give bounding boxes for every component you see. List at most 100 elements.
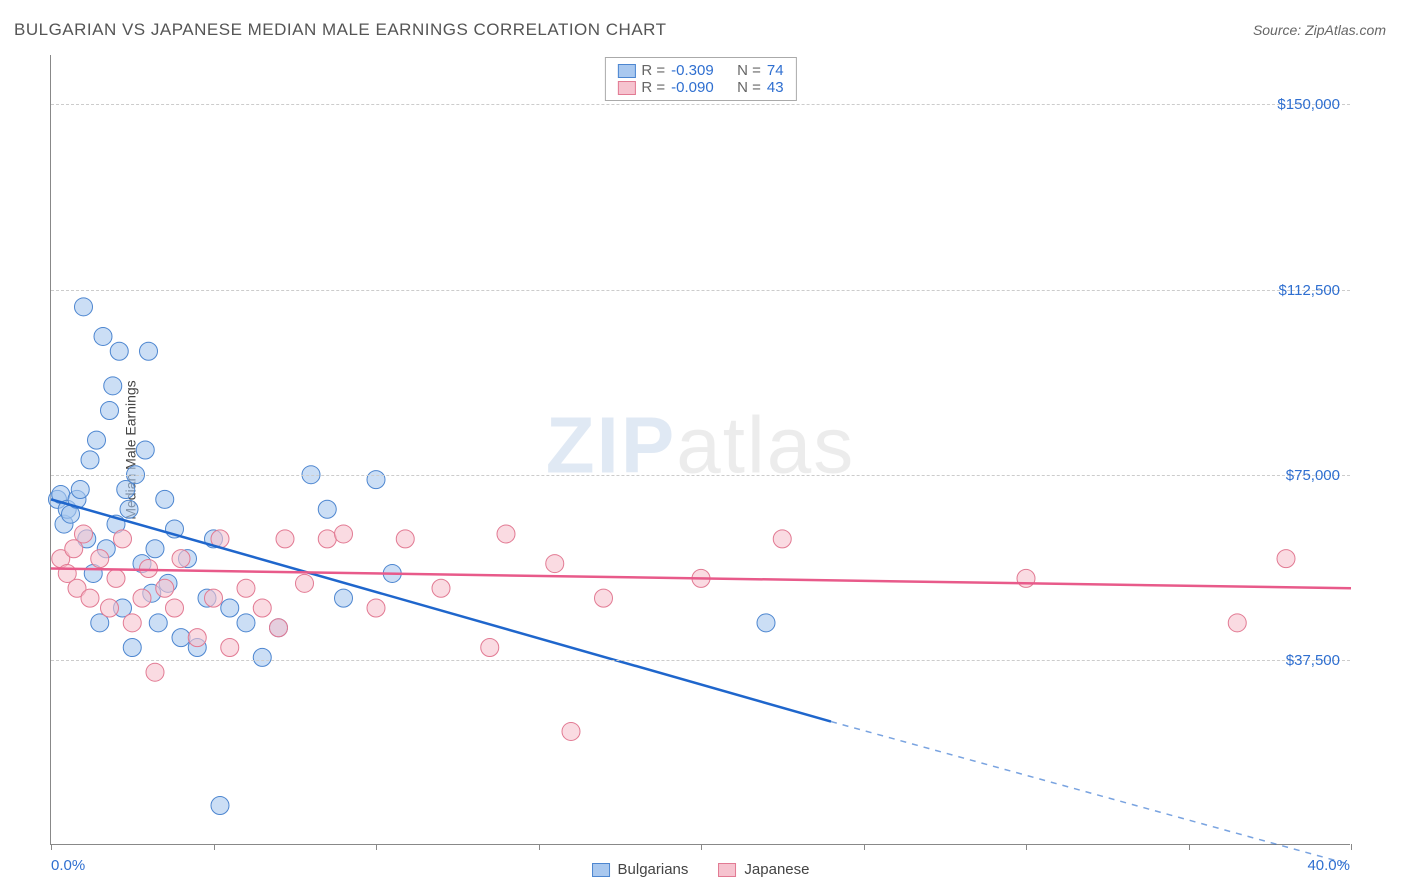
scatter-point-japanese [205, 589, 223, 607]
legend-bottom-item-bulgarians: Bulgarians [592, 861, 689, 878]
y-tick-label: $112,500 [1279, 282, 1340, 299]
y-tick-label: $150,000 [1277, 96, 1340, 113]
scatter-point-japanese [270, 619, 288, 637]
scatter-point-japanese [318, 530, 336, 548]
legend-top-row-japanese: R = -0.090 N = 43 [617, 79, 783, 96]
scatter-point-japanese [75, 525, 93, 543]
scatter-point-bulgarians [140, 342, 158, 360]
x-tick [539, 844, 540, 850]
legend-n-label: N = [737, 62, 761, 79]
scatter-point-bulgarians [172, 629, 190, 647]
scatter-point-japanese [188, 629, 206, 647]
plot-svg [51, 55, 1350, 844]
legend-r-label: R = [641, 62, 665, 79]
legend-top-row-bulgarians: R = -0.309 N = 74 [617, 62, 783, 79]
x-axis-min-label: 0.0% [51, 857, 85, 874]
scatter-point-bulgarians [123, 639, 141, 657]
scatter-point-japanese [497, 525, 515, 543]
scatter-point-bulgarians [88, 431, 106, 449]
scatter-point-bulgarians [335, 589, 353, 607]
scatter-point-japanese [276, 530, 294, 548]
scatter-point-japanese [81, 589, 99, 607]
legend-n-value-bulgarians: 74 [767, 62, 784, 79]
legend-swatch-japanese [617, 81, 635, 95]
scatter-point-bulgarians [120, 500, 138, 518]
legend-swatch-bulgarians [617, 64, 635, 78]
scatter-point-japanese [773, 530, 791, 548]
scatter-point-bulgarians [237, 614, 255, 632]
y-tick-label: $75,000 [1286, 467, 1340, 484]
legend-n-value-japanese: 43 [767, 79, 784, 96]
chart-title: BULGARIAN VS JAPANESE MEDIAN MALE EARNIN… [14, 20, 667, 40]
legend-bottom-label-japanese: Japanese [744, 861, 809, 878]
scatter-point-japanese [123, 614, 141, 632]
scatter-point-bulgarians [156, 490, 174, 508]
scatter-point-japanese [1017, 569, 1035, 587]
x-axis-max-label: 40.0% [1307, 857, 1350, 874]
scatter-point-japanese [107, 569, 125, 587]
scatter-point-japanese [253, 599, 271, 617]
scatter-point-japanese [101, 599, 119, 617]
scatter-point-japanese [140, 560, 158, 578]
scatter-point-bulgarians [211, 797, 229, 815]
legend-bottom-item-japanese: Japanese [718, 861, 809, 878]
scatter-point-bulgarians [101, 402, 119, 420]
legend-r-label: R = [641, 79, 665, 96]
scatter-point-japanese [221, 639, 239, 657]
legend-bottom-swatch-japanese [718, 863, 736, 877]
scatter-point-bulgarians [221, 599, 239, 617]
scatter-point-bulgarians [110, 342, 128, 360]
scatter-point-japanese [595, 589, 613, 607]
scatter-point-bulgarians [104, 377, 122, 395]
x-tick [1189, 844, 1190, 850]
legend-n-label: N = [737, 79, 761, 96]
legend-bottom-swatch-bulgarians [592, 863, 610, 877]
scatter-point-bulgarians [71, 481, 89, 499]
scatter-point-bulgarians [253, 648, 271, 666]
scatter-point-japanese [146, 663, 164, 681]
scatter-point-bulgarians [149, 614, 167, 632]
scatter-point-bulgarians [81, 451, 99, 469]
legend-top: R = -0.309 N = 74 R = -0.090 N = 43 [604, 57, 796, 101]
chart-container: BULGARIAN VS JAPANESE MEDIAN MALE EARNIN… [0, 0, 1406, 892]
legend-r-value-bulgarians: -0.309 [671, 62, 731, 79]
x-tick [1026, 844, 1027, 850]
scatter-point-japanese [133, 589, 151, 607]
legend-bottom-label-bulgarians: Bulgarians [618, 861, 689, 878]
x-tick [864, 844, 865, 850]
x-tick [51, 844, 52, 850]
scatter-point-japanese [335, 525, 353, 543]
x-tick [376, 844, 377, 850]
scatter-point-bulgarians [367, 471, 385, 489]
x-tick [1351, 844, 1352, 850]
scatter-point-bulgarians [146, 540, 164, 558]
scatter-point-japanese [237, 579, 255, 597]
scatter-point-japanese [432, 579, 450, 597]
scatter-point-japanese [156, 579, 174, 597]
scatter-point-japanese [91, 550, 109, 568]
scatter-point-japanese [166, 599, 184, 617]
scatter-point-japanese [562, 722, 580, 740]
scatter-point-japanese [1277, 550, 1295, 568]
gridline [51, 104, 1350, 105]
scatter-point-bulgarians [136, 441, 154, 459]
scatter-point-japanese [172, 550, 190, 568]
x-tick [214, 844, 215, 850]
scatter-point-japanese [546, 555, 564, 573]
scatter-point-bulgarians [94, 327, 112, 345]
scatter-point-japanese [296, 574, 314, 592]
scatter-point-japanese [396, 530, 414, 548]
scatter-point-japanese [1228, 614, 1246, 632]
gridline [51, 290, 1350, 291]
gridline [51, 660, 1350, 661]
source-attribution: Source: ZipAtlas.com [1253, 22, 1386, 38]
x-tick [701, 844, 702, 850]
scatter-point-japanese [367, 599, 385, 617]
scatter-point-bulgarians [757, 614, 775, 632]
legend-bottom: Bulgarians Japanese [592, 861, 810, 878]
scatter-point-japanese [481, 639, 499, 657]
gridline [51, 475, 1350, 476]
legend-r-value-japanese: -0.090 [671, 79, 731, 96]
y-tick-label: $37,500 [1286, 652, 1340, 669]
plot-area: Median Male Earnings ZIPatlas R =-0.309N… [50, 55, 1350, 845]
